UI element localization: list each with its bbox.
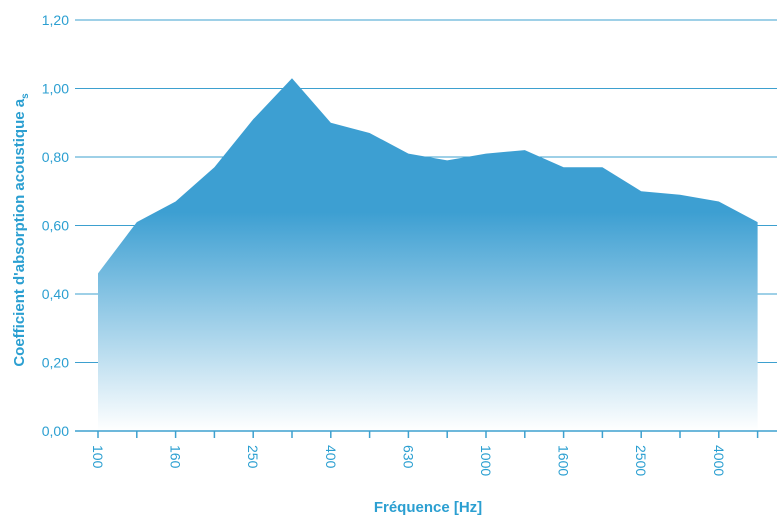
area-fill <box>98 78 758 431</box>
x-axis-title: Fréquence [Hz] <box>374 499 482 516</box>
y-axis-title-main: Coefficient d'absorption acoustique a <box>11 98 28 366</box>
y-axis-title: Coefficient d'absorption acoustique as <box>11 93 31 367</box>
y-tick-label: 1,20 <box>42 12 69 28</box>
x-axis-ticks <box>97 431 759 438</box>
x-tick-label: 100 <box>90 445 106 469</box>
x-tick-label: 1000 <box>478 445 494 476</box>
y-axis-title-subscript: s <box>20 93 31 99</box>
x-axis-tick-labels: 100 160 250 400 630 1000 1600 2500 4000 <box>90 445 727 476</box>
x-tick-label: 1600 <box>556 445 572 476</box>
y-tick-label: 0,00 <box>42 423 69 439</box>
x-tick-label: 630 <box>400 445 416 469</box>
x-tick-label: 4000 <box>711 445 727 476</box>
y-axis-ticks: 0,00 0,20 0,40 0,60 0,80 1,00 1,20 <box>42 12 69 439</box>
x-tick-label: 400 <box>323 445 339 469</box>
y-tick-label: 0,60 <box>42 218 69 234</box>
y-tick-label: 0,40 <box>42 286 69 302</box>
x-tick-label: 160 <box>168 445 184 469</box>
y-tick-label: 0,20 <box>42 355 69 371</box>
y-tick-label: 0,80 <box>42 149 69 165</box>
x-tick-label: 250 <box>245 445 261 469</box>
y-tick-label: 1,00 <box>42 81 69 97</box>
x-tick-label: 2500 <box>633 445 649 476</box>
